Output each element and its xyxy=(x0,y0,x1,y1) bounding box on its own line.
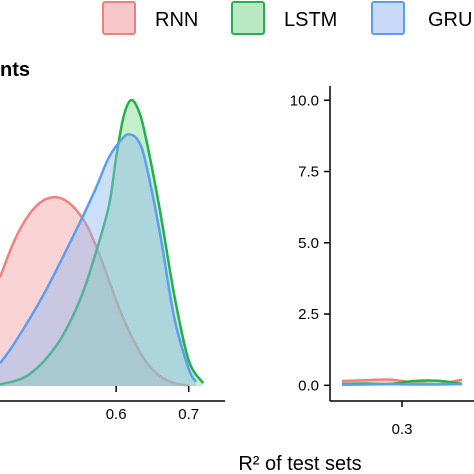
density-line-rnn xyxy=(0,195,189,387)
density-area-gru xyxy=(0,134,196,386)
x-tick-label: 0.3 xyxy=(392,421,413,438)
legend-key-lstm xyxy=(231,1,265,35)
legend-label-rnn: RNN xyxy=(155,9,198,31)
x-tick-label: 0.7 xyxy=(178,406,199,423)
density-area-rnn xyxy=(0,197,189,386)
y-tick-label: 0.0 xyxy=(298,377,319,394)
x-axis-title: R² of test sets xyxy=(238,453,361,474)
legend-label-gru: GRU xyxy=(428,9,472,31)
left-panel-title: nts xyxy=(0,59,30,81)
right-y-ticks: 0.0 2.5 5.0 7.5 10.0 xyxy=(290,92,330,394)
density-line-lstm xyxy=(0,98,205,386)
legend-label-lstm: LSTM xyxy=(284,9,337,31)
left-x-ticks: 0.6 0.7 xyxy=(106,386,199,423)
density-line-gru xyxy=(341,382,463,386)
y-tick-label: 10.0 xyxy=(290,92,319,109)
y-tick-label: 7.5 xyxy=(298,164,319,181)
x-tick-label: 0.6 xyxy=(106,406,127,423)
y-tick-label: 5.0 xyxy=(298,235,319,252)
legend-key-gru xyxy=(371,1,405,35)
left-density-areas xyxy=(0,98,205,387)
right-density-areas xyxy=(341,378,463,386)
right-x-ticks: 0.3 xyxy=(392,401,413,438)
left-density-panel: nts 0.6 0.7 xyxy=(0,59,225,423)
density-line-gru xyxy=(0,133,198,383)
y-tick-label: 2.5 xyxy=(298,306,319,323)
legend: RNN LSTM GRU xyxy=(102,1,472,35)
right-density-panel: 0.0 2.5 5.0 7.5 10.0 0.3 xyxy=(290,86,474,438)
legend-key-rnn xyxy=(102,1,136,35)
